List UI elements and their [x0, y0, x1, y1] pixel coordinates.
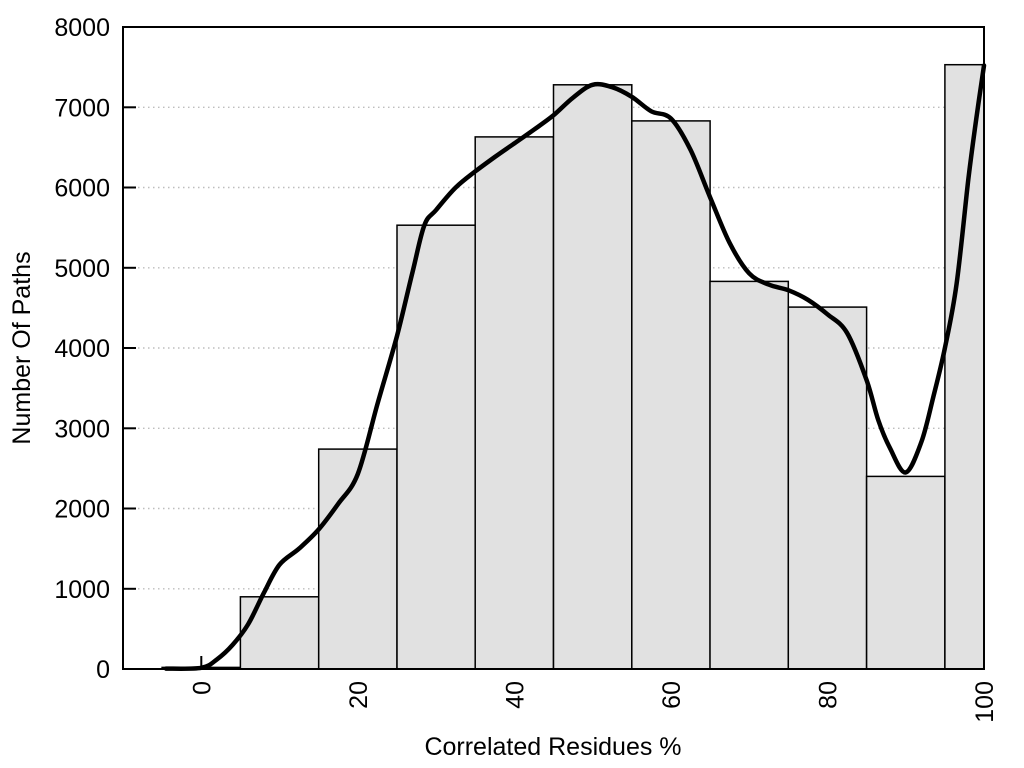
histogram-bar: [787, 306, 868, 670]
histogram-bar: [865, 475, 946, 670]
y-axis-title: Number Of Paths: [8, 251, 36, 444]
y-tick-label: 3000: [54, 415, 110, 443]
y-tick-label: 5000: [54, 255, 110, 283]
x-tick-label: 60: [658, 681, 686, 709]
histogram-bar: [631, 120, 711, 670]
histogram-bar: [944, 63, 985, 670]
x-tick-label: 20: [345, 681, 373, 709]
y-tick-label: 4000: [54, 335, 110, 363]
plot-border: [122, 26, 985, 670]
y-tick-label: 7000: [54, 94, 110, 122]
y-tick-label: 6000: [54, 175, 110, 203]
histogram-bar: [239, 596, 320, 670]
plot-area: 0 1000 2000 3000 4000 5000 6000 7000 8000 0 20 40 60…: [54, 14, 999, 723]
histogram-bar: [552, 84, 633, 670]
y-tick-label: 0: [96, 656, 110, 684]
x-tick-label: 100: [971, 681, 999, 723]
histogram-bar: [317, 448, 398, 670]
histogram-bar: [474, 136, 555, 670]
y-tick-label: 1000: [54, 576, 110, 604]
density-curve: [163, 63, 987, 671]
histogram-bar: [396, 224, 477, 670]
x-axis-title: Correlated Residues %: [424, 733, 681, 761]
y-tick-label: 2000: [54, 496, 110, 524]
x-tick-label: 80: [815, 681, 843, 709]
histogram-bar: [709, 280, 790, 670]
y-tick-label: 8000: [54, 14, 110, 42]
x-tick-label: 40: [501, 681, 529, 709]
x-tick-label: 0: [188, 681, 216, 695]
